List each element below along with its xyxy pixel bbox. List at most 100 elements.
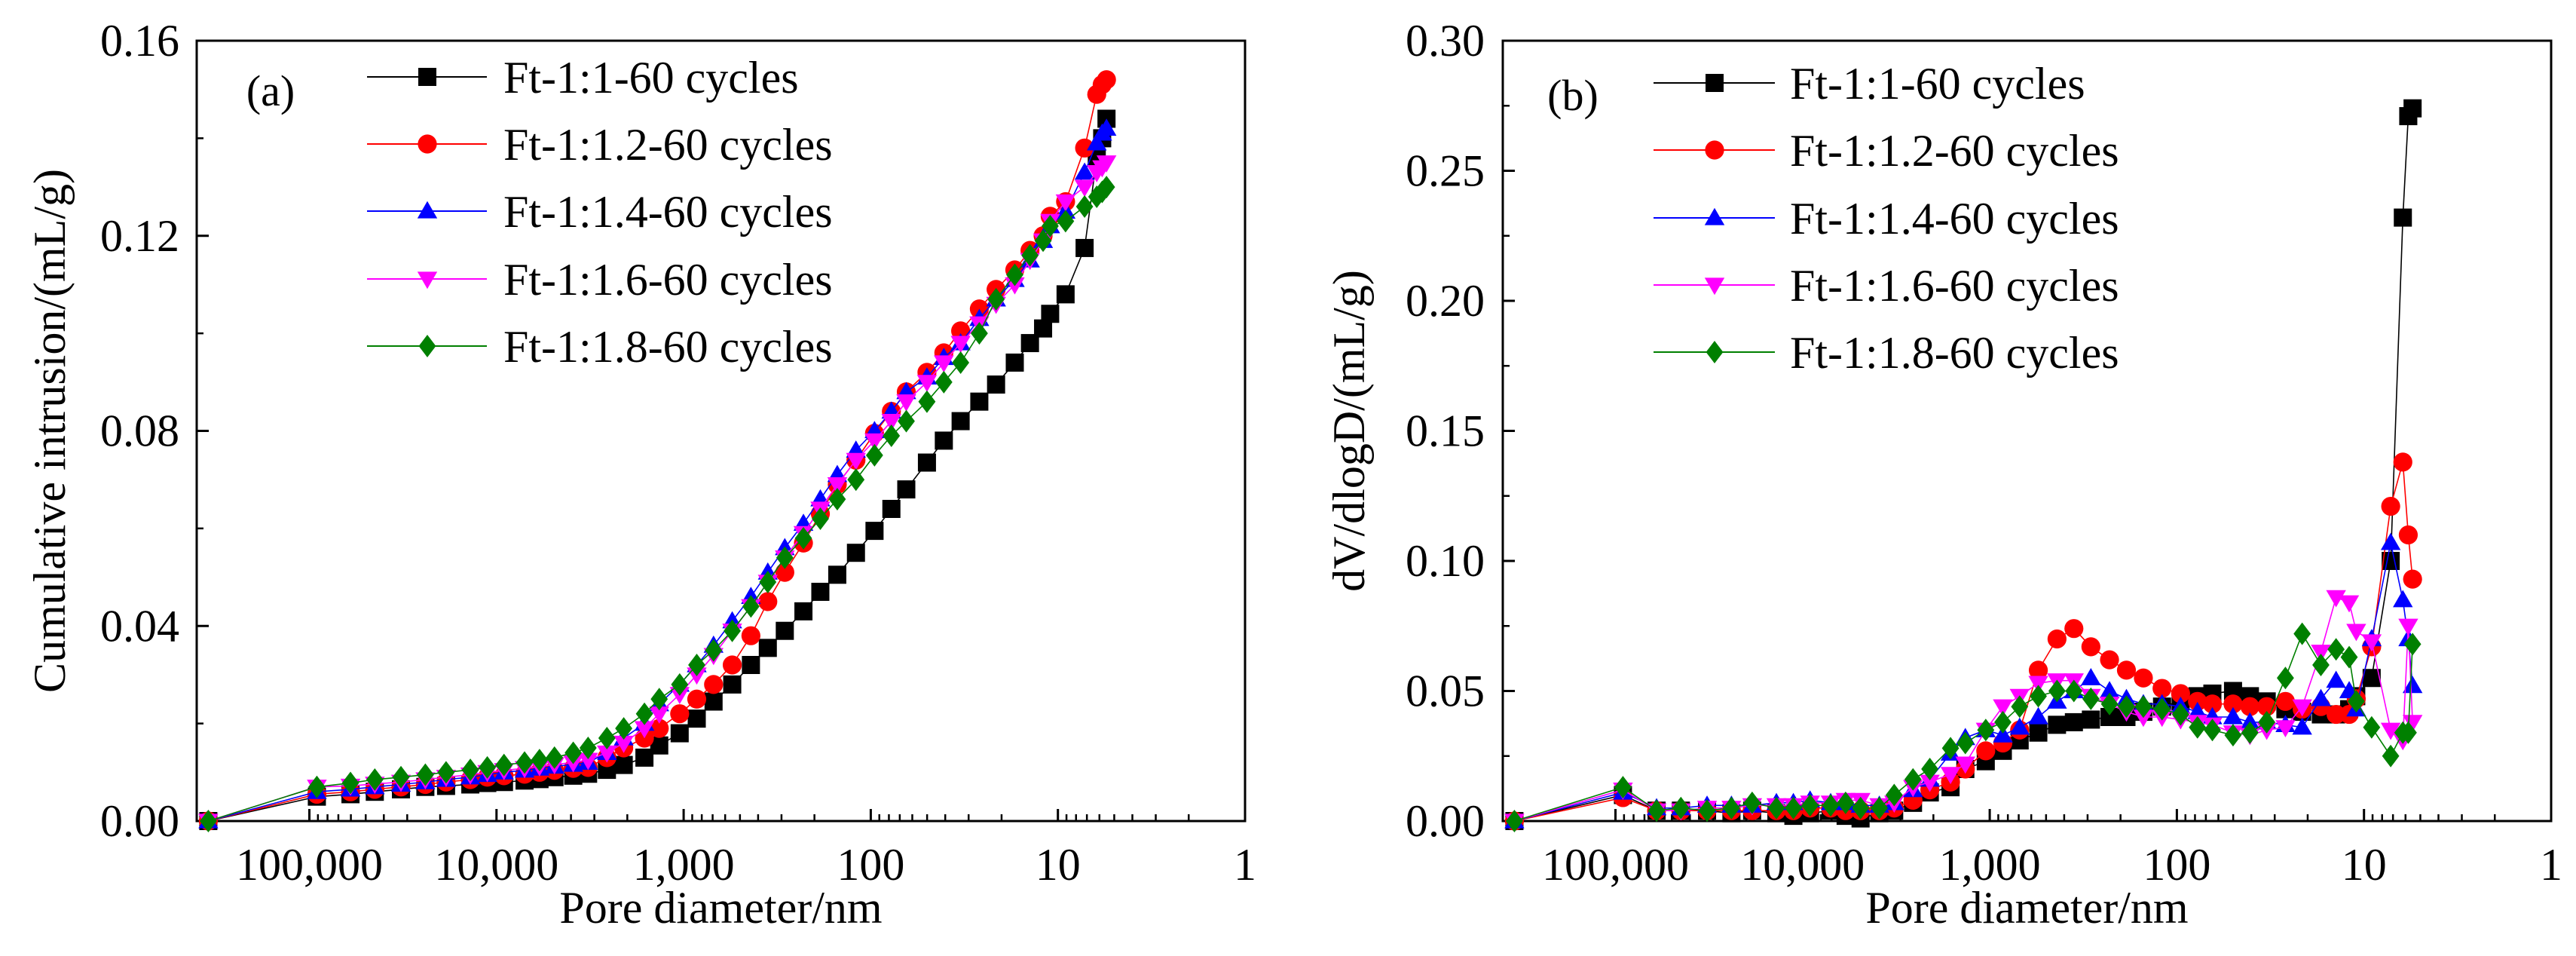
data-point bbox=[1871, 796, 1889, 820]
data-point bbox=[1885, 783, 1903, 807]
data-point bbox=[308, 775, 326, 798]
data-point bbox=[2100, 650, 2119, 670]
data-point bbox=[987, 375, 1005, 394]
data-point bbox=[671, 673, 689, 696]
legend-marker-circle bbox=[1705, 140, 1724, 160]
data-point bbox=[758, 639, 777, 657]
legend-label: Ft-1:1.8-60 cycles bbox=[1790, 328, 2119, 378]
data-point bbox=[1722, 796, 1740, 820]
legend-marker-diamond bbox=[1706, 341, 1724, 363]
data-point bbox=[2029, 723, 2048, 742]
data-point bbox=[687, 689, 707, 709]
legend-label: Ft-1:1.4-60 cycles bbox=[503, 187, 833, 237]
x-tick-label: 10 bbox=[2342, 840, 2387, 890]
data-point bbox=[776, 621, 794, 640]
data-point bbox=[2241, 721, 2259, 744]
data-point bbox=[1801, 794, 1819, 817]
data-point bbox=[776, 546, 794, 569]
data-point bbox=[1021, 244, 1039, 267]
data-point bbox=[1767, 796, 1785, 820]
data-point bbox=[2311, 688, 2331, 706]
data-point bbox=[1042, 214, 1059, 237]
data-point bbox=[579, 736, 597, 759]
data-point bbox=[2293, 622, 2311, 645]
data-point bbox=[1837, 791, 1855, 814]
data-point bbox=[1993, 725, 2013, 743]
data-point bbox=[2100, 692, 2119, 715]
data-point bbox=[864, 433, 885, 451]
data-point bbox=[2402, 676, 2423, 694]
data-point bbox=[2326, 590, 2346, 608]
data-point bbox=[1614, 776, 1632, 799]
data-point bbox=[546, 746, 564, 769]
data-point bbox=[916, 375, 938, 393]
data-point bbox=[2202, 694, 2223, 714]
data-point bbox=[1005, 353, 1024, 372]
data-point bbox=[1006, 263, 1023, 286]
data-point bbox=[2381, 496, 2400, 516]
data-point bbox=[971, 322, 988, 345]
x-tick-label: 1 bbox=[2540, 840, 2562, 890]
data-point bbox=[2292, 699, 2312, 717]
data-point bbox=[2240, 712, 2260, 730]
data-point bbox=[2240, 697, 2259, 716]
data-point bbox=[2134, 695, 2152, 719]
data-point bbox=[649, 706, 669, 724]
data-point bbox=[1672, 796, 1690, 820]
data-point bbox=[2346, 624, 2366, 642]
data-point bbox=[1940, 767, 1961, 785]
data-point bbox=[598, 727, 616, 750]
series-line bbox=[1514, 542, 2413, 822]
data-point bbox=[2380, 722, 2401, 740]
data-point bbox=[597, 745, 617, 763]
data-point bbox=[935, 370, 953, 394]
data-point bbox=[2009, 717, 2030, 735]
data-point bbox=[2382, 744, 2400, 768]
data-point bbox=[742, 656, 760, 674]
panel-label: (a) bbox=[246, 66, 295, 115]
data-point bbox=[1785, 796, 1802, 820]
data-point bbox=[1056, 285, 1075, 304]
x-tick-label: 1,000 bbox=[633, 840, 735, 890]
data-point bbox=[1977, 719, 1995, 742]
data-point bbox=[2048, 679, 2066, 703]
data-point bbox=[670, 724, 689, 743]
data-point bbox=[1057, 210, 1075, 233]
y-tick-label: 0.20 bbox=[1406, 276, 1485, 326]
data-point bbox=[950, 336, 971, 354]
data-point bbox=[2340, 645, 2358, 669]
data-point bbox=[918, 390, 936, 413]
data-point bbox=[2363, 715, 2381, 739]
data-point bbox=[2064, 712, 2083, 731]
data-point bbox=[952, 351, 970, 374]
data-point bbox=[828, 488, 846, 511]
data-point bbox=[2134, 668, 2153, 688]
data-point bbox=[1096, 118, 1117, 136]
data-point bbox=[2116, 660, 2137, 680]
y-tick-label: 0.16 bbox=[100, 16, 179, 66]
data-point bbox=[615, 717, 633, 740]
x-axis-title: Pore diameter/nm bbox=[559, 883, 882, 933]
data-point bbox=[2311, 645, 2331, 662]
data-point bbox=[865, 443, 883, 467]
data-point bbox=[1075, 195, 1094, 218]
data-point bbox=[828, 565, 846, 584]
data-point bbox=[1096, 155, 1117, 173]
data-point bbox=[1506, 810, 1523, 832]
data-point bbox=[1034, 229, 1052, 253]
data-point bbox=[722, 655, 742, 675]
data-point bbox=[1698, 799, 1716, 823]
data-point bbox=[1074, 162, 1095, 180]
data-point bbox=[200, 810, 217, 832]
data-point bbox=[2223, 706, 2244, 725]
data-point bbox=[705, 639, 723, 662]
data-point bbox=[461, 758, 479, 782]
data-point bbox=[650, 688, 668, 711]
data-point bbox=[2361, 634, 2382, 652]
data-point bbox=[2204, 719, 2221, 742]
data-point bbox=[2028, 706, 2048, 725]
y-tick-label: 0.12 bbox=[100, 211, 179, 261]
data-point bbox=[2327, 704, 2346, 725]
data-point bbox=[2403, 633, 2422, 656]
